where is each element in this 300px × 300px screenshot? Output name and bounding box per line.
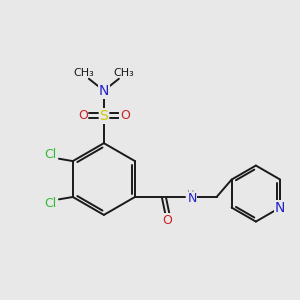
Text: H: H bbox=[187, 190, 195, 200]
Text: Cl: Cl bbox=[44, 197, 56, 210]
Text: O: O bbox=[78, 109, 88, 122]
Text: N: N bbox=[187, 192, 197, 205]
Text: S: S bbox=[100, 109, 108, 123]
Text: Cl: Cl bbox=[44, 148, 56, 161]
Text: N: N bbox=[99, 84, 109, 98]
Text: CH₃: CH₃ bbox=[113, 68, 134, 78]
Text: CH₃: CH₃ bbox=[74, 68, 94, 78]
Text: O: O bbox=[163, 214, 172, 227]
Text: N: N bbox=[275, 201, 285, 214]
Text: O: O bbox=[120, 109, 130, 122]
